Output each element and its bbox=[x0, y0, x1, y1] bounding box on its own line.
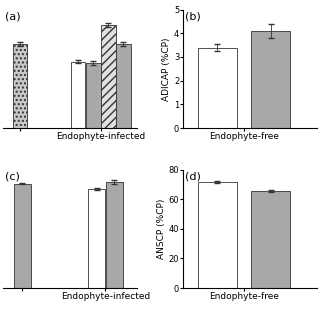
Text: (c): (c) bbox=[4, 172, 20, 182]
Bar bbox=[106, 182, 123, 288]
Bar bbox=[116, 44, 131, 128]
Bar bbox=[198, 47, 237, 128]
Bar bbox=[198, 182, 237, 288]
Text: (d): (d) bbox=[185, 172, 201, 182]
Bar bbox=[71, 62, 85, 128]
Bar bbox=[86, 63, 100, 128]
Bar bbox=[251, 191, 290, 288]
Bar bbox=[251, 31, 290, 128]
Text: (b): (b) bbox=[185, 12, 200, 22]
Bar bbox=[14, 184, 31, 288]
Bar bbox=[101, 25, 116, 128]
Bar bbox=[88, 189, 105, 288]
Y-axis label: ADICAP (%CP): ADICAP (%CP) bbox=[162, 37, 171, 100]
Bar bbox=[13, 44, 28, 128]
Text: (a): (a) bbox=[4, 12, 20, 22]
Y-axis label: ANSCP (%CP): ANSCP (%CP) bbox=[157, 199, 166, 259]
